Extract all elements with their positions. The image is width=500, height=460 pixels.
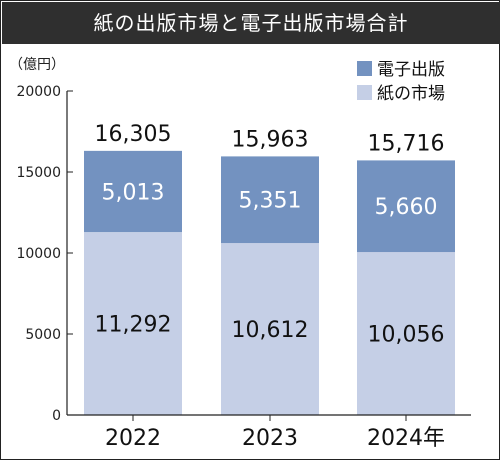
x-tick-label: 2023	[242, 426, 298, 451]
data-label-digital: 5,013	[102, 180, 165, 205]
total-label: 15,716	[368, 131, 445, 156]
x-tick-label: 2024年	[367, 426, 445, 451]
axes-group: 0 5000 10000 15000 20000 2022 2023 2024年	[16, 84, 471, 451]
bar-segment-paper	[221, 243, 319, 415]
bar-segment-digital	[357, 160, 455, 253]
bar-segment-paper	[84, 232, 182, 415]
legend-swatch	[357, 85, 372, 100]
bar-segment-paper	[357, 252, 455, 415]
chart-title: 紙の出版市場と電子出版市場合計	[93, 11, 409, 35]
legend-swatch	[357, 61, 372, 76]
bars-group: 11,292 5,013 16,305 10,612 5,351 15,963 10,056…	[84, 122, 455, 415]
y-tick-label: 0	[52, 408, 61, 424]
legend-label: 紙の市場	[377, 84, 445, 104]
data-label-paper: 11,292	[95, 313, 172, 338]
data-label-paper: 10,612	[232, 318, 309, 343]
x-tick-label: 2022	[105, 426, 161, 451]
y-tick-label: 15000	[16, 165, 61, 181]
title-bar: 紙の出版市場と電子出版市場合計	[2, 2, 500, 44]
data-label-paper: 10,056	[368, 323, 445, 348]
data-label-digital: 5,351	[239, 189, 302, 214]
y-tick-label: 20000	[16, 84, 61, 100]
bar-segment-digital	[221, 156, 319, 244]
total-label: 15,963	[232, 127, 309, 152]
y-tick-label: 5000	[25, 327, 61, 343]
y-axis-unit-label: （億円）	[9, 57, 65, 73]
bar-segment-digital	[84, 150, 182, 233]
data-label-digital: 5,660	[375, 195, 438, 220]
legend-label: 電子出版	[377, 60, 445, 80]
total-label: 16,305	[95, 122, 172, 147]
y-tick-label: 10000	[16, 246, 61, 262]
